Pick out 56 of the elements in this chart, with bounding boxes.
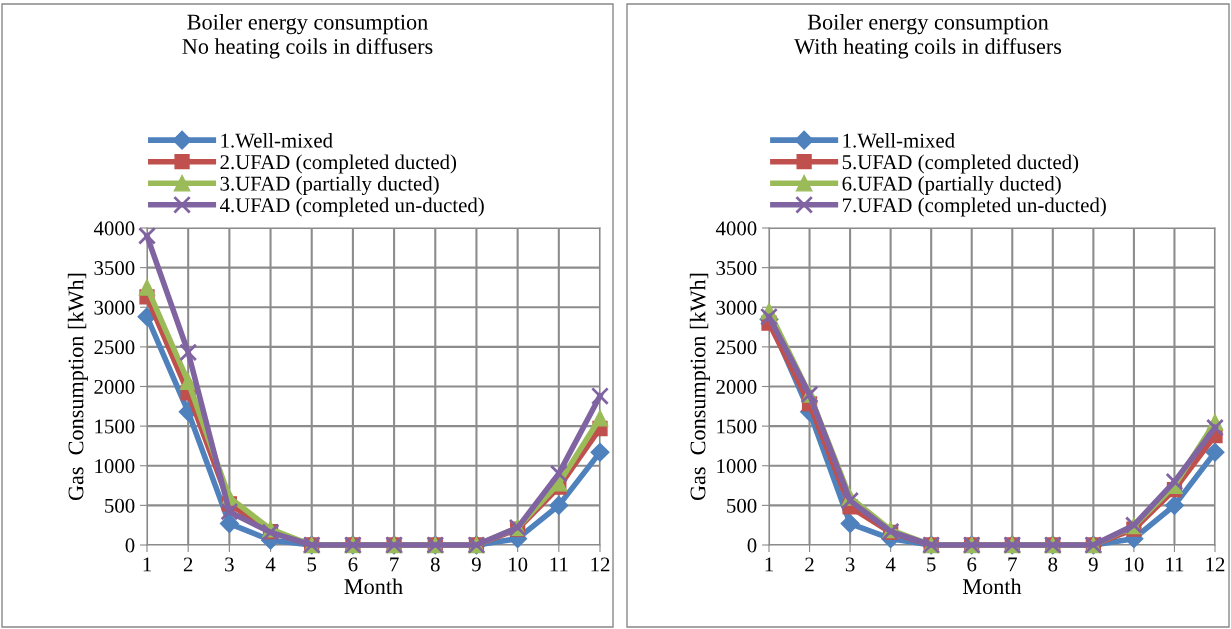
legend-label: 4.UFAD (completed un-ducted): [219, 197, 484, 217]
y-tick-label: 500: [105, 498, 135, 513]
x-tick-label: 2: [805, 557, 814, 572]
y-axis-title: Gas Consumption [kWh]: [67, 273, 88, 501]
y-tick-label: 2000: [716, 379, 757, 394]
x-tick-label: 8: [1048, 557, 1058, 572]
x-tick-label: 1: [143, 557, 151, 572]
y-tick-label: 2500: [716, 340, 757, 355]
x-tick-label: 7: [390, 557, 399, 572]
y-tick-label: 3000: [716, 300, 757, 315]
y-tick-label: 0: [125, 538, 135, 553]
x-tick-label: 5: [927, 557, 936, 572]
y-tick-label: 3500: [716, 261, 757, 276]
legend-label: 1.Well-mixed: [221, 132, 333, 148]
y-tick-label: 0: [747, 538, 757, 553]
legend-label: 6.UFAD (partially ducted): [842, 176, 1061, 195]
x-tick-label: 3: [225, 557, 234, 572]
x-tick-label: 7: [1008, 557, 1017, 572]
x-tick-label: 10: [1125, 557, 1144, 572]
x-axis-title: Month: [344, 578, 403, 595]
y-tick-label: 1500: [95, 419, 135, 434]
x-tick-label: 3: [845, 557, 855, 572]
y-tick-label: 2000: [94, 379, 135, 394]
x-tick-label: 11: [1166, 557, 1184, 572]
y-tick-label: 4000: [93, 221, 135, 236]
x-axis-title: Month: [963, 578, 1022, 595]
x-tick-label: 12: [591, 557, 610, 572]
x-tick-label: 1: [765, 557, 773, 572]
x-tick-label: 10: [509, 557, 528, 572]
chart-title: Boiler energy consumption No heating coils in diffusers: [182, 14, 433, 59]
legend-label: 3.UFAD (partially ducted): [220, 176, 439, 195]
x-tick-label: 11: [550, 557, 568, 572]
x-tick-label: 6: [967, 557, 977, 572]
x-tick-label: 9: [1088, 557, 1098, 572]
legend-label: 1.Well-mixed: [843, 132, 955, 148]
x-tick-label: 9: [471, 557, 481, 572]
x-tick-label: 4: [885, 557, 896, 572]
y-tick-label: 1500: [717, 419, 757, 434]
legend-label: 7.UFAD (completed un-ducted): [843, 197, 1106, 217]
legend-label: 2.UFAD (completed ducted): [220, 154, 457, 174]
x-tick-label: 12: [1206, 557, 1225, 572]
x-tick-label: 2: [183, 557, 193, 572]
x-tick-label: 6: [348, 557, 358, 572]
y-tick-label: 500: [727, 498, 757, 513]
legend-label: 5.UFAD (completed ducted): [842, 154, 1079, 174]
y-axis-title: Gas Consumption [kWh]: [689, 273, 710, 501]
y-tick-label: 3000: [94, 300, 135, 315]
y-tick-label: 1000: [95, 459, 135, 474]
y-tick-label: 2500: [94, 340, 135, 355]
chart-title: Boiler energy consumption With heating coils in diffusers: [794, 14, 1062, 59]
y-tick-label: 3500: [94, 261, 135, 276]
y-tick-label: 1000: [717, 459, 757, 474]
x-tick-label: 5: [307, 557, 317, 572]
x-tick-label: 4: [265, 557, 276, 572]
y-tick-label: 4000: [715, 221, 757, 236]
x-tick-label: 8: [430, 557, 440, 572]
